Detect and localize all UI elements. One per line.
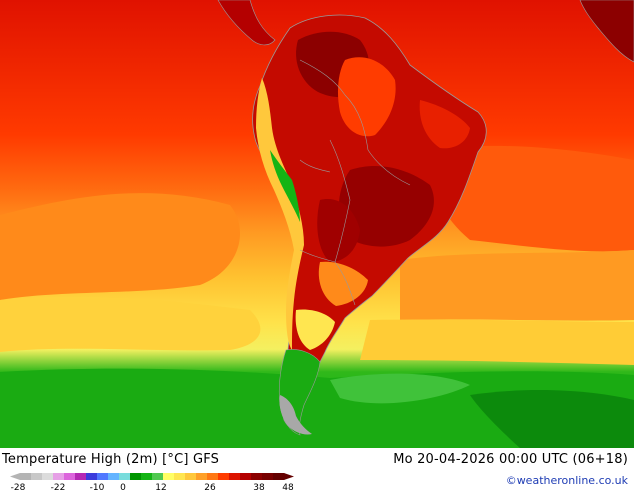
scale-swatch [163,473,175,480]
scale-swatch [141,473,153,480]
scale-swatch [108,473,120,480]
temperature-map [0,0,634,448]
pacific-yellow-band [0,296,261,352]
atlantic-yellow-band [360,319,634,365]
scale-swatch [119,473,131,480]
scale-swatch [207,473,219,480]
pacific-warm-tongue [0,193,240,300]
scale-arrow-high [284,473,294,480]
scale-swatch [75,473,87,480]
brazil-hot-core [338,165,434,247]
scale-swatch [251,473,263,480]
map-title: Temperature High (2m) [°C] GFS [2,452,220,467]
color-scale: -28 -22 -10 0 12 26 38 48 [10,473,294,490]
scale-swatch [262,473,274,480]
scale-swatch [185,473,197,480]
atlantic-warm-area [429,145,634,252]
credit-link[interactable]: ©weatheronline.co.uk [505,474,628,487]
central-america-land [217,0,276,46]
scale-swatch [20,473,32,480]
scale-swatch [31,473,43,480]
central-brazil-warm [337,57,396,137]
scale-tick-label: -28 [11,483,26,490]
southern-green [0,368,634,448]
patagonia-yellow [295,309,335,350]
scale-tick-label: -22 [51,483,66,490]
scale-swatch [86,473,98,480]
gran-chaco-hot [317,199,360,262]
scale-tick-label: 38 [253,483,265,490]
andes-green-strip [270,150,300,222]
color-scale-ticks: -28 -22 -10 0 12 26 38 48 [11,483,294,490]
map-footer: Temperature High (2m) [°C] GFS Mo 20-04-… [0,448,634,490]
tierra-del-fuego-gray [279,395,312,435]
scale-swatch [229,473,241,480]
scale-swatch [218,473,230,480]
scale-swatch [97,473,109,480]
pampas-orange [318,261,368,306]
scale-swatch [42,473,54,480]
scale-tick-label: 12 [155,483,166,490]
scale-tick-label: -10 [90,483,105,490]
scale-swatch [130,473,142,480]
southern-dark-green [470,390,634,448]
scale-swatch [53,473,65,480]
northeast-brazil-warm [419,100,470,149]
scale-swatch [64,473,76,480]
scale-swatch [240,473,252,480]
scale-swatch [152,473,164,480]
scale-tick-label: 0 [120,483,126,490]
southern-light-green [330,373,470,404]
country-borders [299,59,411,306]
africa-land [579,0,634,63]
color-scale-swatches [10,473,294,480]
model-run-label: Mo 20-04-2026 00:00 UTC (06+18) [393,452,628,467]
scale-arrow-low [10,473,20,480]
atlantic-orange-band [400,250,634,321]
scale-swatch [273,473,285,480]
scale-tick-label: 26 [204,483,216,490]
andes-cool-strip [256,78,304,350]
scale-tick-label: 48 [282,483,294,490]
scale-swatch [196,473,208,480]
scale-swatch [174,473,186,480]
